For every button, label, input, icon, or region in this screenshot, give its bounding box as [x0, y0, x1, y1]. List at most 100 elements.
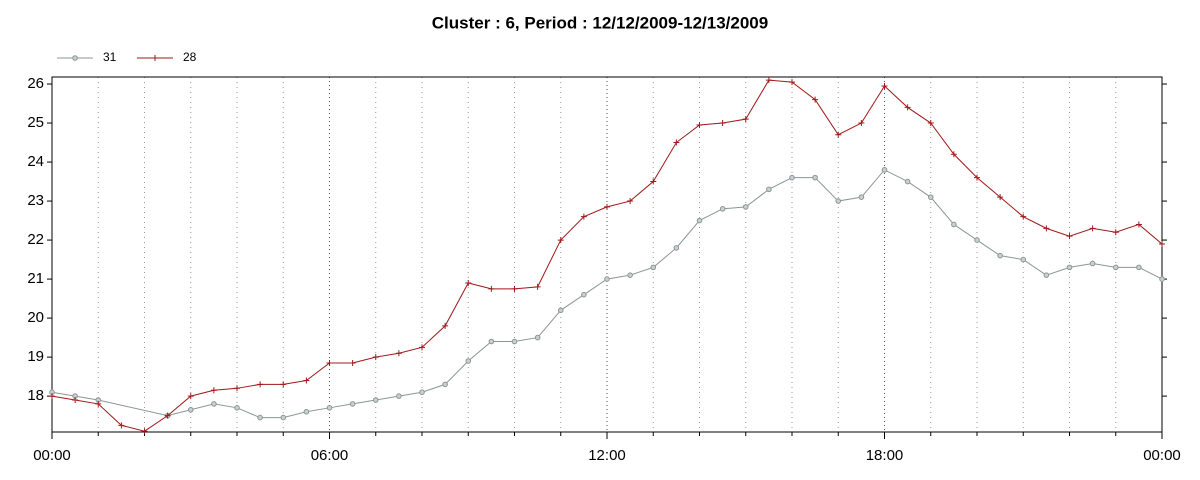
point	[1020, 256, 1027, 263]
point	[881, 82, 888, 89]
point	[465, 279, 472, 286]
point	[1043, 272, 1050, 278]
point	[488, 285, 495, 292]
point	[696, 121, 703, 128]
point	[997, 194, 1004, 201]
point	[280, 414, 287, 421]
x-tick-label: 12:00	[588, 447, 626, 464]
point	[1159, 240, 1165, 247]
point	[997, 252, 1003, 259]
point	[950, 151, 957, 158]
point	[650, 264, 657, 271]
point	[765, 77, 772, 84]
point	[419, 344, 425, 351]
point	[72, 397, 79, 404]
point	[742, 204, 749, 210]
x-tick-label: 00:00	[1143, 447, 1181, 464]
point	[581, 291, 587, 298]
point	[141, 428, 148, 435]
point	[858, 194, 865, 200]
point	[858, 120, 865, 127]
x-tick-label: 06:00	[311, 447, 349, 464]
y-tick-label: 23	[27, 192, 44, 209]
x-tick-label: 18:00	[866, 447, 904, 464]
point	[812, 96, 819, 103]
point	[719, 120, 726, 127]
point	[580, 213, 587, 220]
point	[627, 272, 633, 278]
point	[303, 408, 310, 415]
point	[604, 203, 610, 210]
y-tick-label: 25	[27, 114, 44, 131]
point	[1089, 225, 1096, 232]
legend-label: 28	[183, 50, 197, 64]
point	[257, 414, 263, 421]
point	[951, 221, 957, 228]
point	[372, 397, 379, 403]
chart-title: Cluster : 6, Period : 12/12/2009-12/13/2…	[432, 13, 768, 32]
point	[881, 167, 888, 173]
point	[1066, 233, 1073, 240]
point	[557, 237, 564, 244]
point	[511, 285, 518, 292]
point	[673, 139, 680, 146]
point	[349, 401, 356, 407]
y-tick-label: 26	[27, 75, 44, 92]
point	[904, 178, 911, 185]
point	[835, 198, 842, 204]
point	[1089, 260, 1096, 267]
point	[280, 381, 287, 388]
point	[511, 338, 518, 345]
point	[465, 358, 472, 364]
y-tick-label: 21	[27, 270, 44, 287]
point	[187, 406, 194, 413]
point	[1020, 213, 1027, 220]
point	[789, 174, 795, 181]
point	[95, 400, 102, 407]
point	[396, 393, 402, 399]
point	[766, 186, 772, 193]
point	[904, 104, 911, 111]
point	[696, 217, 703, 224]
point	[395, 350, 402, 357]
point	[234, 385, 240, 392]
point	[604, 276, 610, 282]
point	[303, 377, 310, 384]
point	[187, 393, 194, 400]
point	[211, 401, 217, 407]
series-line	[51, 79, 1163, 432]
y-tick-label: 19	[27, 348, 44, 365]
point	[835, 131, 842, 138]
point	[927, 120, 934, 127]
point	[812, 174, 818, 181]
y-tick-label: 22	[27, 231, 44, 248]
legend-marker	[72, 55, 78, 61]
y-tick-label: 18	[27, 387, 44, 404]
point	[118, 422, 125, 429]
point	[257, 381, 264, 388]
point	[557, 307, 564, 314]
point	[372, 354, 379, 361]
point	[742, 116, 749, 123]
point	[1112, 229, 1119, 236]
point	[673, 245, 680, 251]
point	[719, 206, 726, 212]
point	[627, 198, 634, 205]
point	[49, 393, 55, 400]
point	[326, 359, 333, 366]
legend-label: 31	[103, 50, 117, 64]
point	[1136, 264, 1142, 271]
point	[974, 174, 980, 181]
point	[442, 381, 448, 388]
point	[488, 338, 495, 345]
point	[927, 194, 934, 200]
point	[650, 178, 657, 185]
point	[164, 412, 171, 419]
point	[974, 237, 980, 243]
legend-marker	[152, 55, 158, 61]
point	[210, 387, 217, 394]
point	[1066, 264, 1073, 271]
point	[534, 283, 541, 290]
point	[234, 405, 240, 411]
